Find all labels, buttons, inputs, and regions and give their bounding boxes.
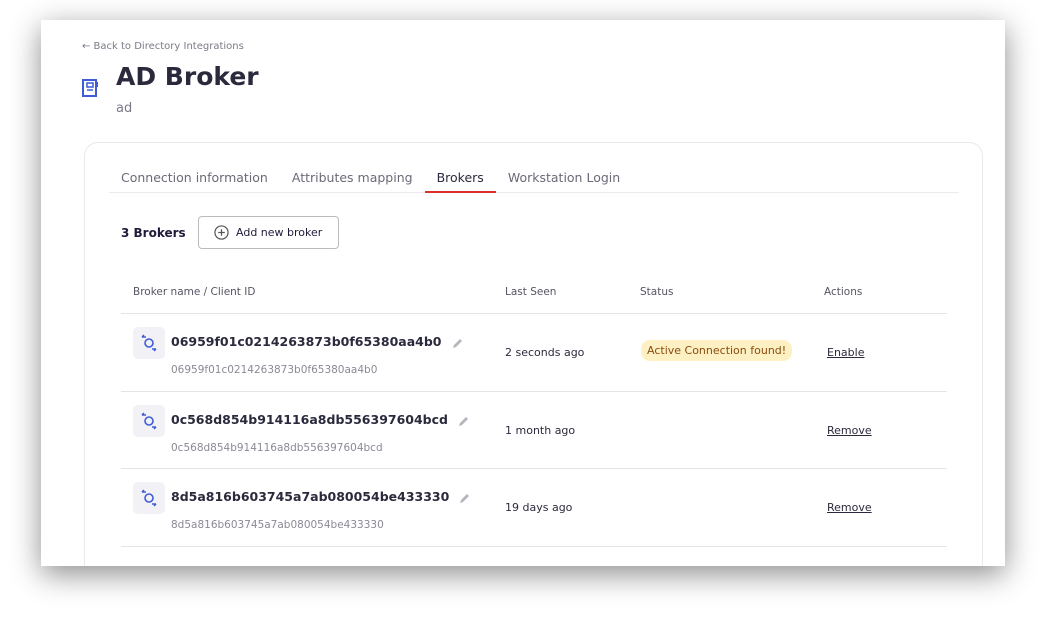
column-header-actions: Actions bbox=[824, 286, 863, 298]
enable-link[interactable]: Enable bbox=[827, 346, 865, 359]
broker-sync-icon bbox=[133, 482, 165, 514]
brokers-card: Connection information Attributes mappin… bbox=[84, 142, 983, 566]
table-row: 0c568d854b914116a8db556397604bcd 0c568d8… bbox=[121, 392, 947, 470]
divider bbox=[121, 391, 947, 392]
divider bbox=[121, 313, 947, 314]
tab-brokers[interactable]: Brokers bbox=[424, 161, 496, 193]
last-seen: 19 days ago bbox=[505, 501, 573, 514]
add-new-broker-button[interactable]: Add new broker bbox=[198, 216, 339, 249]
column-header-last-seen: Last Seen bbox=[505, 286, 557, 298]
table-row: 06959f01c0214263873b0f65380aa4b0 06959f0… bbox=[121, 314, 947, 392]
remove-link[interactable]: Remove bbox=[827, 424, 872, 437]
tab-workstation-login[interactable]: Workstation Login bbox=[507, 170, 621, 185]
tab-bar: Connection information Attributes mappin… bbox=[109, 161, 959, 193]
directory-book-icon bbox=[81, 78, 101, 102]
back-link[interactable]: ← Back to Directory Integrations bbox=[82, 41, 244, 52]
column-header-broker: Broker name / Client ID bbox=[133, 286, 256, 298]
broker-name: 06959f01c0214263873b0f65380aa4b0 bbox=[171, 334, 442, 349]
broker-name: 8d5a816b603745a7ab080054be433330 bbox=[171, 489, 450, 504]
add-new-broker-label: Add new broker bbox=[236, 226, 323, 239]
broker-sync-icon bbox=[133, 327, 165, 359]
client-id: 0c568d854b914116a8db556397604bcd bbox=[171, 442, 383, 454]
page-subtitle: ad bbox=[116, 101, 133, 116]
table-row: 8d5a816b603745a7ab080054be433330 8d5a816… bbox=[121, 469, 947, 547]
edit-pencil-icon[interactable] bbox=[452, 337, 464, 349]
plus-circle-icon bbox=[214, 225, 229, 240]
remove-link[interactable]: Remove bbox=[827, 501, 872, 514]
tab-connection-information[interactable]: Connection information bbox=[121, 170, 268, 185]
page-title: AD Broker bbox=[116, 62, 259, 91]
broker-name: 0c568d854b914116a8db556397604bcd bbox=[171, 412, 448, 427]
edit-pencil-icon[interactable] bbox=[459, 492, 471, 504]
status-badge: Active Connection found! bbox=[641, 340, 793, 361]
broker-sync-icon bbox=[133, 405, 165, 437]
last-seen: 2 seconds ago bbox=[505, 346, 585, 359]
app-window: ← Back to Directory Integrations AD Brok… bbox=[41, 20, 1005, 566]
divider bbox=[121, 468, 947, 469]
last-seen: 1 month ago bbox=[505, 424, 576, 437]
client-id: 8d5a816b603745a7ab080054be433330 bbox=[171, 519, 384, 531]
edit-pencil-icon[interactable] bbox=[458, 415, 470, 427]
divider bbox=[121, 546, 947, 547]
tab-attributes-mapping[interactable]: Attributes mapping bbox=[291, 170, 413, 185]
client-id: 06959f01c0214263873b0f65380aa4b0 bbox=[171, 364, 378, 376]
column-header-status: Status bbox=[640, 286, 674, 298]
broker-count: 3 Brokers bbox=[121, 226, 186, 240]
